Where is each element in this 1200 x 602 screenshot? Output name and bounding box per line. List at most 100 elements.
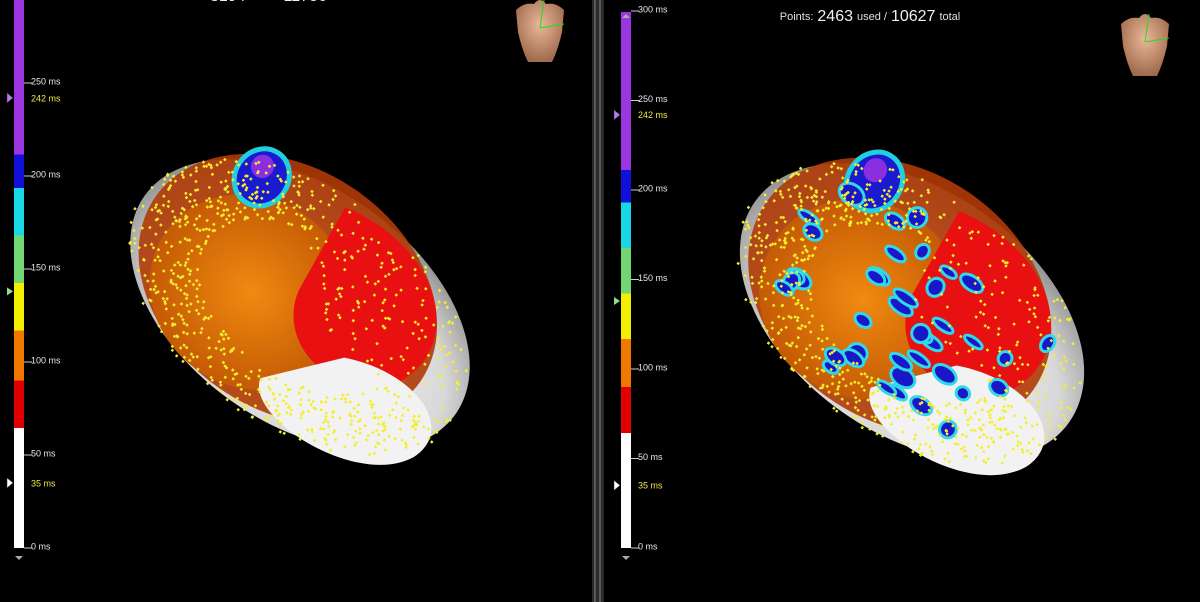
mapping-point <box>226 190 230 194</box>
mapping-point <box>175 286 180 290</box>
mapping-point <box>764 245 768 249</box>
mapping-point <box>1062 355 1067 359</box>
mapping-point <box>981 312 986 316</box>
mapping-point <box>875 432 879 436</box>
mapping-point <box>831 374 835 379</box>
mapping-point <box>184 283 188 288</box>
mapping-point <box>800 306 804 310</box>
mapping-point <box>762 266 767 270</box>
mapping-point <box>165 297 169 301</box>
mapping-point <box>962 449 967 453</box>
mapping-point <box>276 211 281 215</box>
mapping-point <box>435 305 440 310</box>
mapping-point <box>959 447 964 451</box>
mapping-point <box>823 189 827 194</box>
mapping-point <box>810 233 814 237</box>
mapping-point <box>424 316 428 320</box>
mapping-point <box>889 422 894 427</box>
mapping-point <box>195 227 199 231</box>
mapping-point <box>976 230 981 234</box>
mapping-point <box>301 410 305 414</box>
mapping-point <box>790 236 794 240</box>
mapping-point <box>446 320 451 325</box>
mapping-point <box>389 356 394 361</box>
mapping-point <box>181 175 186 180</box>
mapping-point <box>947 324 952 328</box>
mapping-point <box>206 234 210 239</box>
mapping-point <box>803 184 808 188</box>
mapping-point <box>153 284 158 289</box>
mapping-point <box>1078 381 1082 385</box>
mapping-point <box>252 207 257 212</box>
mapping-point <box>842 196 847 201</box>
mapping-point <box>808 384 812 389</box>
mapping-point <box>1027 320 1031 324</box>
mapping-point <box>324 414 328 419</box>
mapping-point <box>393 436 397 441</box>
mapping-point <box>210 378 215 382</box>
mapping-point <box>799 258 804 262</box>
mapping-point <box>927 239 932 244</box>
mapping-point <box>244 162 249 166</box>
mapping-point <box>186 257 190 261</box>
mapping-point <box>943 457 947 461</box>
mapping-point <box>256 387 261 392</box>
mapping-point <box>910 189 915 193</box>
mapping-point <box>406 408 410 412</box>
mapping-point <box>209 163 213 168</box>
mapping-point <box>276 205 280 210</box>
mapping-point <box>1005 261 1010 265</box>
mapping-point <box>236 163 241 167</box>
mapping-point <box>1061 339 1066 344</box>
mapping-point <box>353 443 357 448</box>
mapping-point <box>992 423 997 427</box>
mapping-point <box>166 199 171 204</box>
mapping-point <box>221 213 226 217</box>
mapping-point <box>224 332 228 337</box>
mapping-point <box>132 228 136 233</box>
mapping-point <box>849 215 853 219</box>
mapping-point <box>815 200 819 204</box>
mapping-point <box>151 246 156 250</box>
mapping-point <box>893 411 898 415</box>
mapping-point <box>209 375 213 380</box>
mapping-point <box>221 329 226 334</box>
isochrone-spot <box>906 349 931 369</box>
mapping-point <box>844 192 849 196</box>
mapping-point <box>292 184 296 188</box>
mapping-point <box>892 396 896 400</box>
mapping-point <box>1052 353 1056 358</box>
mapping-point <box>1059 400 1064 405</box>
mapping-point <box>1020 362 1025 367</box>
mapping-point <box>281 399 286 403</box>
mapping-point <box>1066 405 1071 410</box>
mapping-point <box>920 315 924 319</box>
mapping-point <box>870 376 874 380</box>
mapping-point <box>919 411 924 415</box>
mapping-point <box>172 303 176 307</box>
mapping-point <box>944 415 949 420</box>
mapping-point <box>964 434 969 439</box>
mapping-point <box>902 180 906 184</box>
mapping-point <box>166 250 170 255</box>
mapping-point <box>832 406 836 411</box>
mapping-point <box>327 424 331 429</box>
mapping-point <box>781 215 786 220</box>
mapping-point <box>290 222 294 227</box>
mapping-point <box>163 299 167 304</box>
mapping-point <box>247 392 252 397</box>
mapping-point <box>872 404 877 408</box>
mapping-point <box>323 311 328 315</box>
mapping-point <box>244 403 249 407</box>
mapping-point <box>853 395 858 400</box>
mapping-point <box>195 244 200 249</box>
mapping-point <box>765 329 769 333</box>
mapping-point <box>983 399 988 404</box>
mapping-point <box>901 225 906 229</box>
mapping-point <box>338 416 342 420</box>
mapping-point <box>854 172 858 177</box>
mapping-point <box>1039 333 1043 337</box>
mapping-point <box>874 414 878 419</box>
mapping-point <box>255 171 260 175</box>
mapping-point <box>163 321 168 326</box>
